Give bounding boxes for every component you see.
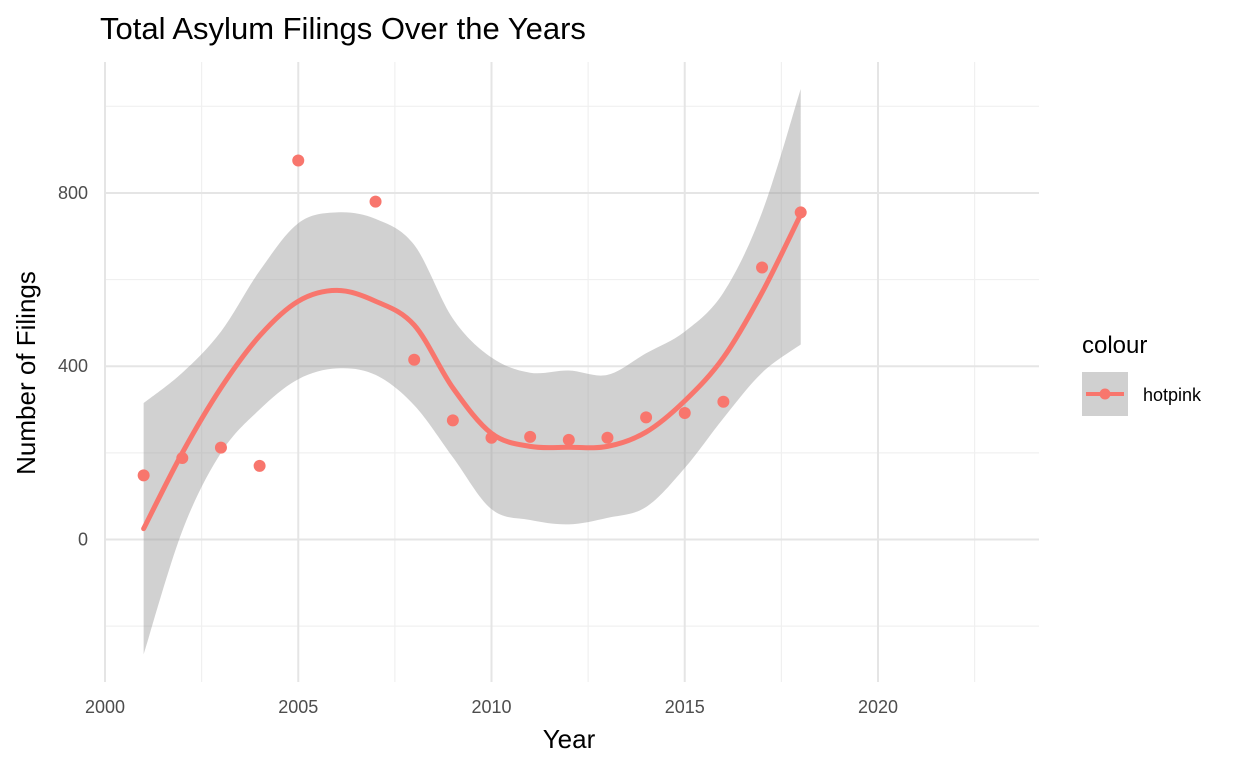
data-point: [562, 433, 575, 446]
x-tick-label: 2010: [471, 697, 511, 717]
smooth-trend-line: [141, 212, 804, 532]
data-point: [253, 459, 266, 472]
data-point: [408, 353, 421, 366]
data-point: [524, 430, 537, 443]
tick-label-layer: 2000 2005 2010 2015 2020 0 400 800: [58, 183, 898, 717]
data-point: [176, 452, 189, 465]
data-point: [485, 431, 498, 444]
confidence-band: [143, 88, 801, 655]
data-point: [640, 411, 653, 424]
y-axis-title: Number of Filings: [11, 271, 41, 475]
y-tick-label: 400: [58, 356, 88, 376]
confidence-band-layer: [143, 88, 801, 655]
x-tick-label: 2000: [85, 697, 125, 717]
data-point: [369, 195, 382, 208]
x-tick-label: 2005: [278, 697, 318, 717]
data-point: [214, 441, 227, 454]
y-tick-label: 0: [78, 530, 88, 550]
data-point: [678, 407, 691, 420]
smooth-line-layer: [141, 212, 804, 532]
data-point: [601, 431, 614, 444]
x-axis-title: Year: [543, 724, 596, 754]
data-point: [446, 414, 459, 427]
x-tick-label: 2015: [665, 697, 705, 717]
x-tick-label: 2020: [858, 697, 898, 717]
points-layer: [137, 154, 807, 482]
data-point: [794, 206, 807, 219]
legend: colour hotpink: [1082, 332, 1202, 416]
data-point: [756, 261, 769, 274]
chart-title: Total Asylum Filings Over the Years: [100, 11, 586, 46]
data-point: [137, 469, 150, 482]
legend-title: colour: [1082, 332, 1147, 359]
data-point: [292, 154, 305, 167]
data-point: [717, 395, 730, 408]
legend-label-hotpink: hotpink: [1143, 385, 1202, 405]
y-tick-label: 800: [58, 183, 88, 203]
legend-key-point: [1099, 388, 1111, 400]
